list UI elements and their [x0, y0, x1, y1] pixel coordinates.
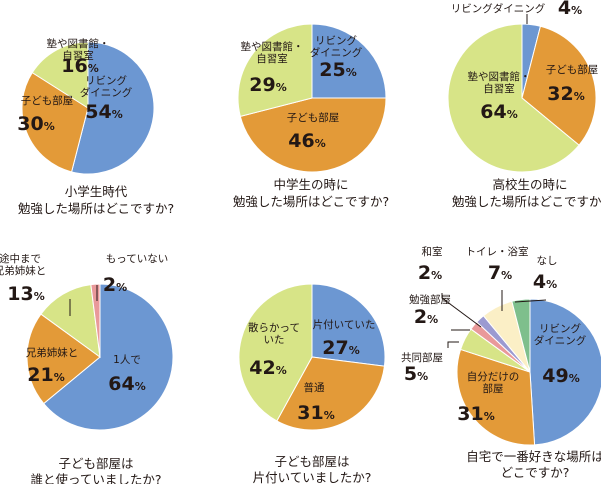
slice-value: 2%: [414, 306, 438, 328]
slice-value: 64%: [108, 373, 145, 395]
slice-value: 16%: [61, 55, 98, 77]
chart-title: どこですか?: [501, 465, 570, 480]
slice-label: 普通: [304, 381, 325, 394]
slice-value: 29%: [249, 74, 286, 96]
pie-slice: [43, 283, 174, 431]
slice-label: 散らかっていた: [248, 321, 300, 346]
slice-label: 子ども部屋: [287, 111, 340, 124]
slice-label: 塾や図書館・自習室: [468, 70, 531, 95]
pie-slice: [237, 23, 313, 118]
slice-value: 27%: [322, 337, 359, 359]
chart-title: 勉強した場所はどこですか?: [18, 201, 174, 216]
callout-line: [441, 293, 482, 328]
slice-value: 13%: [7, 283, 44, 305]
pie-slice: [31, 41, 89, 109]
slice-value: 32%: [547, 83, 584, 105]
slice-value: 31%: [297, 402, 334, 424]
slice-label: 途中まで兄弟姉妹と: [0, 252, 46, 277]
slice-value: 7%: [488, 262, 512, 284]
slice-label: 片付いていた: [313, 318, 376, 331]
chart-title: 誰と使っていましたか?: [30, 472, 161, 484]
pie-slice: [70, 41, 155, 175]
chart-title: 小学生時代: [65, 184, 128, 199]
pie-slice: [276, 356, 385, 431]
callout-line: [514, 299, 547, 303]
pie-slice: [529, 298, 601, 446]
slice-value: 31%: [457, 403, 494, 425]
slice-value: 2%: [418, 262, 442, 284]
slice-label: 和室: [422, 245, 443, 258]
slice-value: 5%: [404, 363, 428, 385]
chart-title: 子ども部屋は: [274, 454, 349, 469]
slice-value: 2%: [103, 274, 127, 296]
slice-value: 4%: [533, 271, 557, 293]
pie-slice: [511, 298, 531, 373]
pie-slice: [447, 23, 580, 173]
slice-label: 1人で: [113, 354, 141, 366]
slice-label: 塾や図書館・自習室: [241, 40, 304, 65]
chart-title: 高校生の時に: [492, 177, 567, 192]
chart-title: 自宅で一番好きな場所は: [466, 449, 601, 464]
slice-value: 30%: [17, 113, 54, 135]
pie-slice: [521, 25, 597, 146]
chart-title: 中学生の時に: [273, 177, 348, 192]
slice-label: リビングダイニング: [534, 322, 587, 347]
slice-label: 共同部屋: [401, 351, 443, 364]
pie-slice: [40, 284, 101, 359]
slice-value: 46%: [288, 130, 325, 152]
slice-label: 子ども部屋: [546, 63, 599, 76]
slice-label: 兄弟姉妹と: [26, 346, 79, 359]
pie-slice: [90, 283, 101, 358]
slice-label: なし: [537, 255, 558, 267]
callout-line: [447, 341, 459, 348]
slice-label: 子ども部屋: [21, 94, 74, 107]
pie-slice: [311, 23, 387, 99]
pie-chart-6: リビングダイニング49%自分だけの部屋31%共同部屋5%勉強部屋2%和室2%トイ…: [401, 245, 601, 480]
pie-slice: [239, 97, 387, 173]
slice-label: リビングダイニング: [80, 74, 133, 99]
slice-label: リビングダイニング: [310, 34, 363, 59]
chart-title: 勉強した場所はどこですか?: [233, 194, 389, 209]
pie-slice: [26, 313, 101, 405]
pie-slice: [456, 348, 536, 446]
pie-chart-4: 1人で 64% 兄弟姉妹と 21% 途中まで兄弟姉妹と 13% もっていない 2% 子ども部屋は…: [0, 252, 174, 484]
slice-label: リビングダイニング: [451, 2, 546, 15]
pie-slice: [311, 283, 386, 367]
chart-title: 勉強した場所はどこですか?: [452, 194, 601, 209]
slice-value: 54%: [85, 101, 122, 123]
pie-slice: [238, 283, 313, 422]
slice-value: 64%: [480, 101, 517, 123]
slice-label: 勉強部屋: [409, 293, 451, 306]
slice-label: トイレ・浴室: [466, 245, 529, 258]
slice-value: 42%: [249, 357, 286, 379]
slice-value: 49%: [542, 365, 579, 387]
pie-slice: [21, 71, 89, 173]
pie-chart-3: リビングダイニング 4% 子ども部屋 32% 塾や図書館・自習室 64% 高校生の時に勉強し…: [447, 0, 601, 209]
chart-title: 片付いていましたか?: [253, 470, 372, 484]
slice-label: もっていない: [106, 253, 168, 265]
slice-value: 25%: [319, 59, 356, 81]
slice-value: 4%: [558, 0, 582, 19]
slice-label: 塾や図書館・自習室: [47, 37, 110, 62]
slice-label: 自分だけの部屋: [467, 370, 520, 395]
chart-title: 子ども部屋は: [58, 456, 133, 471]
slice-value: 21%: [27, 364, 64, 386]
